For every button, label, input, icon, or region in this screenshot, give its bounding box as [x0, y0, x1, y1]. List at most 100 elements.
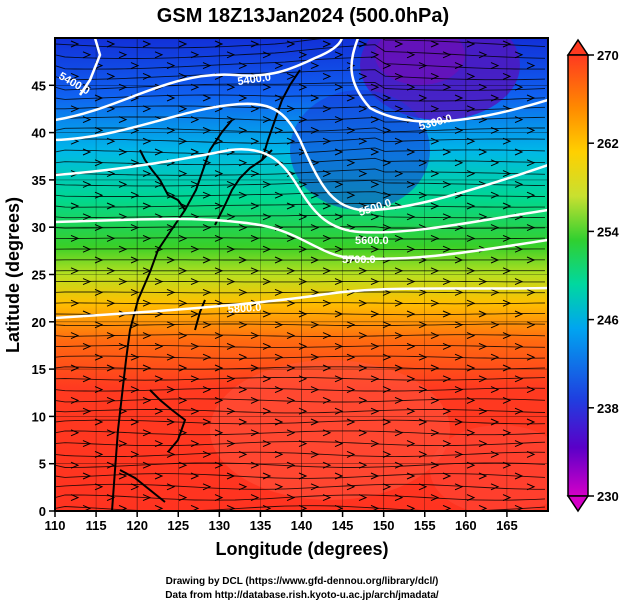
- wind-arrow: [370, 83, 380, 91]
- wind-arrow: [334, 278, 344, 286]
- wind-arrow: [82, 472, 92, 480]
- wind-arrow: [94, 159, 104, 167]
- wind-arrow: [418, 321, 428, 329]
- wind-arrow: [334, 148, 344, 156]
- wind-arrow: [226, 407, 236, 415]
- wind-arrow: [490, 191, 500, 199]
- wind-arrow: [358, 494, 368, 502]
- wind-arrow: [514, 180, 524, 188]
- wind-streamlines: [55, 38, 546, 511]
- wind-arrow: [298, 180, 308, 188]
- wind-arrow: [286, 40, 296, 48]
- wind-arrow: [286, 364, 296, 372]
- wind-arrow: [166, 256, 176, 264]
- wind-arrow: [466, 72, 476, 80]
- wind-arrow: [406, 407, 416, 415]
- wind-arrow: [322, 396, 332, 404]
- wind-arrow: [298, 375, 308, 383]
- wind-arrow: [214, 461, 224, 469]
- y-tick-label: 10: [32, 409, 46, 424]
- wind-arrow: [502, 364, 512, 372]
- wind-arrow: [334, 440, 344, 448]
- wind-arrow: [142, 299, 152, 307]
- wind-arrow: [502, 396, 512, 404]
- wind-arrow: [514, 440, 524, 448]
- wind-arrow: [82, 148, 92, 156]
- wind-arrow: [142, 494, 152, 502]
- streamline: [55, 280, 545, 283]
- wind-arrow: [298, 440, 308, 448]
- wind-arrow: [490, 386, 500, 394]
- wind-arrow: [526, 126, 536, 134]
- wind-arrow: [190, 148, 200, 156]
- wind-arrow: [370, 342, 380, 350]
- wind-arrow: [334, 310, 344, 318]
- wind-arrow: [178, 332, 188, 340]
- wind-arrow: [334, 180, 344, 188]
- wind-arrow: [118, 116, 128, 124]
- wind-arrow: [310, 418, 320, 426]
- wind-arrow: [490, 450, 500, 458]
- wind-arrow: [406, 342, 416, 350]
- wind-arrow: [526, 450, 536, 458]
- wind-arrow: [310, 483, 320, 491]
- wind-arrow: [106, 267, 116, 275]
- wind-arrow: [94, 386, 104, 394]
- wind-arrow: [346, 191, 356, 199]
- wind-arrow: [70, 72, 80, 80]
- wind-arrow: [394, 72, 404, 80]
- wind-arrow: [430, 170, 440, 178]
- wind-arrow: [262, 407, 272, 415]
- wind-arrow: [526, 62, 536, 70]
- streamline: [55, 494, 546, 501]
- y-tick-label: 25: [32, 268, 46, 283]
- wind-arrow: [106, 429, 116, 437]
- wind-arrow: [202, 191, 212, 199]
- x-tick-label: 160: [455, 518, 477, 533]
- wind-arrow: [250, 40, 260, 48]
- wind-arrow: [190, 245, 200, 253]
- wind-arrow: [526, 224, 536, 232]
- wind-arrow: [334, 342, 344, 350]
- wind-arrow: [262, 310, 272, 318]
- wind-arrow: [394, 299, 404, 307]
- wind-arrow: [394, 40, 404, 48]
- wind-arrow: [502, 332, 512, 340]
- contour-line: [55, 217, 548, 261]
- wind-arrow: [202, 386, 212, 394]
- streamline: [55, 366, 546, 370]
- wind-arrow: [106, 170, 116, 178]
- wind-arrow: [142, 105, 152, 113]
- wind-arrow: [370, 310, 380, 318]
- wind-arrow: [94, 224, 104, 232]
- wind-arrow: [358, 170, 368, 178]
- wind-arrow: [418, 126, 428, 134]
- wind-arrow: [490, 126, 500, 134]
- wind-arrow: [106, 234, 116, 242]
- wind-arrow: [274, 126, 284, 134]
- wind-arrow: [406, 213, 416, 221]
- wind-arrow: [394, 267, 404, 275]
- wind-arrow: [394, 494, 404, 502]
- wind-arrow: [286, 137, 296, 145]
- wind-arrow: [250, 429, 260, 437]
- wind-arrow: [118, 440, 128, 448]
- wind-arrow: [358, 40, 368, 48]
- wind-arrow: [190, 472, 200, 480]
- wind-arrow: [262, 180, 272, 188]
- wind-arrow: [250, 494, 260, 502]
- x-tick-label: 110: [45, 518, 66, 533]
- wind-arrow: [358, 267, 368, 275]
- wind-arrow: [118, 83, 128, 91]
- wind-arrow: [406, 245, 416, 253]
- wind-arrow: [238, 224, 248, 232]
- wind-arrow: [250, 461, 260, 469]
- wind-arrow: [358, 105, 368, 113]
- wind-arrow: [130, 450, 140, 458]
- wind-arrow: [238, 159, 248, 167]
- wind-arrow: [226, 278, 236, 286]
- x-tick-label: 130: [208, 518, 230, 533]
- wind-arrow: [118, 342, 128, 350]
- wind-arrow: [82, 407, 92, 415]
- colorbar-tick-label: 230: [597, 489, 619, 504]
